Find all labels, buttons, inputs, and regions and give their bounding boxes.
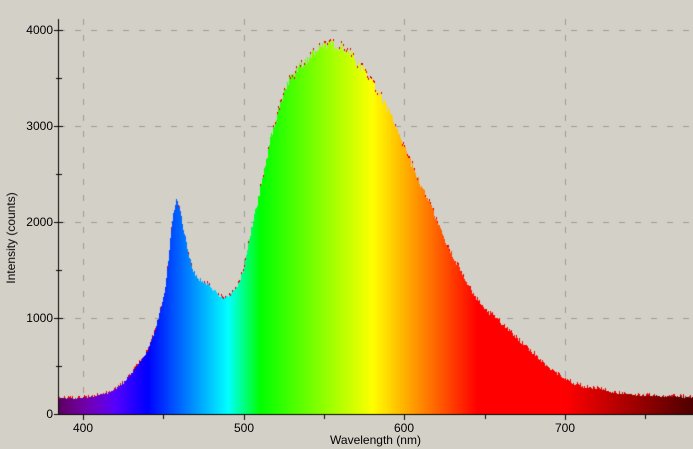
x-tick-label-400: 400 [72, 421, 94, 435]
y-axis-title: Intensity (counts) [4, 192, 18, 284]
x-axis-title: Wavelength (nm) [330, 433, 421, 447]
x-tick-label-600: 600 [393, 421, 415, 435]
y-tick-label-3000: 3000 [26, 119, 53, 133]
y-tick-label-0: 0 [46, 407, 53, 421]
x-tick-label-700: 700 [554, 421, 576, 435]
y-tick-label-1000: 1000 [26, 311, 53, 325]
y-tick-label-2000: 2000 [26, 215, 53, 229]
y-tick-label-4000: 4000 [26, 23, 53, 37]
x-tick-label-500: 500 [233, 421, 255, 435]
